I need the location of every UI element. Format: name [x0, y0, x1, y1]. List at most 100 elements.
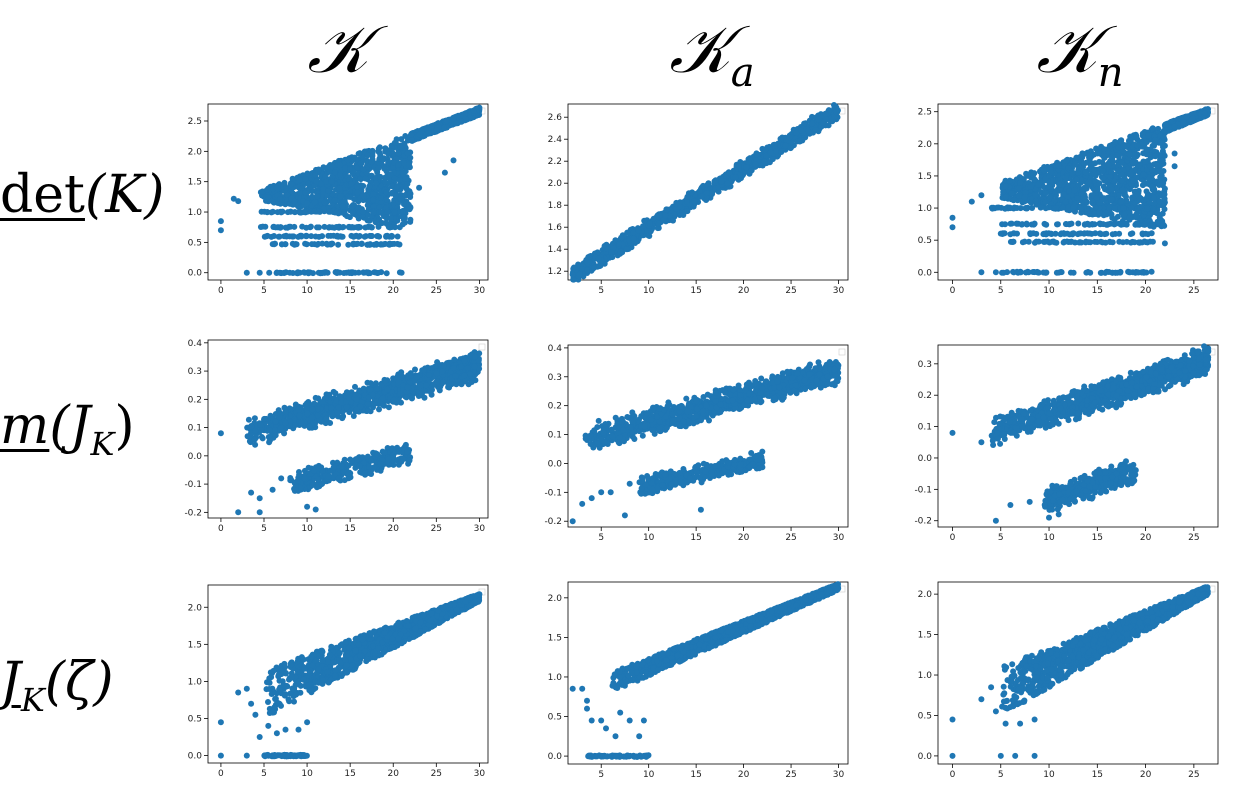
data-point	[1054, 221, 1060, 228]
outlier-point	[1161, 240, 1168, 247]
data-point	[296, 209, 303, 216]
data-point	[1067, 269, 1074, 276]
data-point	[394, 240, 401, 247]
y-tick-label: 1.4	[548, 245, 563, 255]
data-point	[1066, 231, 1073, 238]
y-tick-label: 1.0	[188, 208, 203, 218]
data-point	[1111, 221, 1118, 228]
data-point	[1097, 221, 1104, 228]
data-point	[1035, 181, 1042, 188]
data-point	[370, 191, 377, 198]
data-point	[726, 169, 733, 176]
x-tick-label: 20	[1140, 286, 1152, 296]
data-point	[640, 223, 646, 230]
data-point	[339, 233, 346, 240]
data-point	[268, 209, 275, 216]
outlier-point	[949, 224, 956, 231]
data-point	[287, 181, 294, 188]
data-point	[385, 159, 392, 166]
data-point	[1035, 269, 1042, 276]
y-tick-label: 2.4	[548, 135, 563, 145]
data-point	[1129, 230, 1136, 237]
data-point	[1077, 230, 1084, 237]
data-point	[654, 225, 661, 232]
data-point	[670, 217, 676, 224]
data-point	[1033, 230, 1040, 237]
data-point	[298, 233, 305, 240]
data-point	[1046, 239, 1053, 246]
data-point	[1111, 178, 1118, 185]
data-point	[458, 118, 465, 125]
outlier-point	[1171, 150, 1178, 157]
x-tick-label: 25	[431, 286, 442, 296]
data-point	[591, 264, 597, 271]
data-point	[671, 211, 678, 218]
scatter-panel-m-K: 0 5 10 15 20 25 30 -0.2 -0.1 0.0 0.1 0.2 0.3 0.4	[184, 339, 489, 534]
data-point	[1147, 154, 1154, 161]
data-point	[370, 203, 377, 210]
data-point	[383, 196, 390, 203]
data-point	[1183, 113, 1190, 120]
data-point	[404, 180, 411, 187]
data-point	[1128, 204, 1135, 211]
data-point	[1027, 183, 1034, 190]
data-point	[1046, 194, 1053, 201]
data-point	[404, 150, 411, 157]
data-point	[1019, 239, 1026, 246]
data-point	[329, 163, 336, 170]
data-point	[646, 220, 653, 227]
y-tick-label: 0.5	[918, 236, 932, 246]
data-point	[708, 190, 715, 197]
data-point	[321, 223, 328, 230]
data-point	[368, 158, 375, 165]
data-point	[1118, 159, 1125, 166]
data-point	[382, 179, 388, 186]
data-point	[1134, 142, 1141, 149]
data-point	[663, 206, 670, 213]
data-point	[1087, 162, 1094, 169]
data-point	[624, 229, 631, 236]
data-point	[339, 203, 346, 210]
data-point	[1113, 152, 1120, 159]
outlier-point	[416, 184, 423, 191]
data-point	[999, 221, 1006, 228]
legend-box	[478, 343, 486, 351]
data-point	[1085, 239, 1092, 246]
data-point	[673, 200, 680, 207]
data-point	[997, 230, 1004, 237]
data-point	[1118, 171, 1125, 178]
y-tick-label: 2.5	[918, 108, 932, 118]
data-point	[1158, 172, 1165, 179]
data-point	[271, 241, 278, 248]
data-point	[291, 198, 298, 205]
outlier-point	[569, 271, 576, 278]
data-point	[1156, 214, 1163, 221]
data-point	[1072, 161, 1079, 168]
data-point	[373, 180, 380, 187]
data-point	[315, 240, 322, 247]
data-point	[362, 175, 369, 182]
scatter-panel-det-Ka: 5 10 15 20 25 30 1.2 1.4 1.6 1.8 2.0 2.2 2.4 2.6	[548, 102, 849, 296]
data-point	[584, 259, 591, 266]
x-tick-label: 10	[1043, 286, 1055, 296]
outlier-point	[968, 198, 975, 205]
data-point	[1140, 171, 1147, 178]
data-point	[383, 270, 390, 277]
data-point	[1023, 220, 1030, 227]
data-point	[1048, 169, 1055, 176]
data-point	[1031, 176, 1038, 183]
data-point	[1126, 269, 1133, 276]
data-point	[1142, 230, 1149, 237]
data-point	[815, 116, 822, 123]
scatter-panel-det-Kn: 0 5 10 15 20 25 0.0 0.5 1.0 1.5 2.0 2.5	[918, 103, 1219, 296]
data-point	[1119, 177, 1125, 184]
data-point	[312, 172, 319, 179]
data-point	[357, 160, 364, 167]
data-point	[336, 185, 343, 192]
data-point	[1041, 220, 1048, 227]
data-point	[1116, 230, 1123, 237]
data-point	[300, 269, 307, 276]
data-point	[1021, 194, 1028, 201]
data-point	[1062, 198, 1069, 205]
data-point	[1127, 137, 1134, 144]
